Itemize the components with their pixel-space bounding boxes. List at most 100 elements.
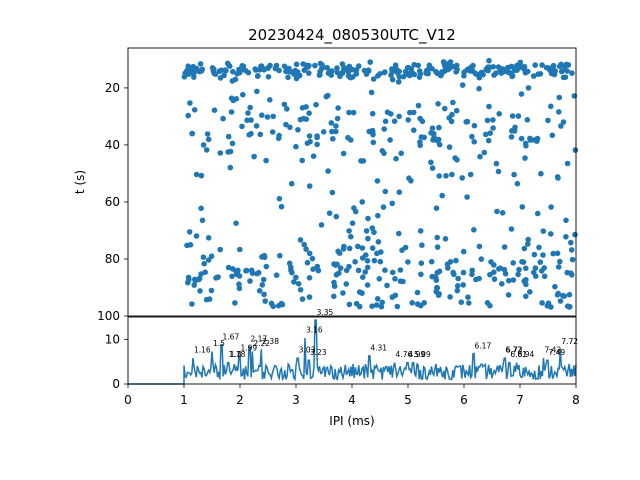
scatter-point xyxy=(384,282,390,289)
scatter-point xyxy=(467,171,474,178)
scatter-point xyxy=(225,133,232,140)
scatter-point xyxy=(211,107,218,113)
scatter-point xyxy=(538,170,544,177)
scatter-point xyxy=(519,204,526,210)
scatter-point xyxy=(374,296,381,302)
scatter-point xyxy=(461,73,467,79)
scatter-point xyxy=(378,303,385,310)
scatter-point xyxy=(370,76,377,82)
scatter-point xyxy=(556,94,563,101)
scatter-point xyxy=(375,239,382,245)
scatter-point xyxy=(368,89,375,96)
scatter-point xyxy=(377,258,384,265)
scatter-point xyxy=(233,220,239,226)
scatter-point xyxy=(198,172,205,179)
scatter-point xyxy=(189,130,195,137)
scatter-point xyxy=(359,199,366,205)
scatter-point xyxy=(505,292,512,298)
scatter-point xyxy=(281,63,288,70)
scatter-point xyxy=(295,281,302,287)
scatter-point xyxy=(329,128,335,135)
scatter-point xyxy=(417,139,423,145)
scatter-point xyxy=(293,61,300,68)
scatter-point xyxy=(406,175,412,181)
scatter-point xyxy=(325,92,331,99)
scatter-point xyxy=(466,300,472,306)
scatter-point xyxy=(292,67,299,74)
scatter-point xyxy=(531,251,538,258)
scatter-point xyxy=(464,194,470,200)
scatter-point xyxy=(191,107,198,113)
scatter-point xyxy=(203,147,210,153)
scatter-point xyxy=(453,68,460,75)
scatter-point xyxy=(305,64,311,70)
scatter-point xyxy=(540,228,547,234)
scatter-point xyxy=(382,69,388,75)
scatter-point xyxy=(453,257,459,264)
scatter-point xyxy=(560,74,567,81)
scatter-point xyxy=(259,112,265,118)
scatter-point xyxy=(370,139,377,146)
scatter-point xyxy=(369,245,376,251)
scatter-point xyxy=(525,236,531,243)
scatter-point xyxy=(460,282,467,288)
scatter-point xyxy=(229,273,235,280)
scatter-point xyxy=(550,250,556,257)
peak-label: 3.23 xyxy=(310,348,327,357)
x-axis-ticks: 0 1 2 3 4 5 6 7 8 xyxy=(124,384,580,407)
scatter-point xyxy=(337,265,344,271)
scatter-point xyxy=(469,267,476,274)
scatter-point xyxy=(568,247,575,253)
scatter-point xyxy=(380,204,387,210)
scatter-point xyxy=(229,78,236,84)
scatter-point xyxy=(483,131,489,138)
scatter-point xyxy=(552,283,558,290)
scatter-point xyxy=(454,157,460,163)
scatter-point xyxy=(364,258,371,264)
peak-label: 6.73 xyxy=(506,346,523,355)
scatter-point xyxy=(364,282,371,288)
scatter-point xyxy=(343,281,350,287)
histogram-plot-frame xyxy=(127,316,577,385)
scatter-point xyxy=(349,220,356,226)
scatter-point xyxy=(381,150,387,157)
scatter-point xyxy=(297,287,304,293)
scatter-point xyxy=(261,291,267,298)
scatter-point xyxy=(334,115,341,122)
scatter-point xyxy=(236,281,242,288)
scatter-point xyxy=(239,123,245,130)
scatter-point xyxy=(538,268,545,274)
scatter-point xyxy=(384,109,391,115)
scatter-point xyxy=(376,276,383,282)
scatter-point xyxy=(511,171,517,178)
scatter-point xyxy=(429,125,436,131)
scatter-point xyxy=(365,215,371,222)
scatter-point xyxy=(556,109,562,115)
scatter-point xyxy=(387,137,393,143)
peak-label: 1.8 xyxy=(230,350,242,359)
scatter-point xyxy=(510,277,517,283)
scatter-point xyxy=(490,117,496,123)
scatter-point xyxy=(486,103,492,110)
scatter-point xyxy=(369,303,375,310)
scatter-point xyxy=(563,217,569,224)
scatter-point xyxy=(306,70,312,76)
scatter-point xyxy=(447,294,453,300)
scatter-point xyxy=(460,248,467,255)
scatter-point xyxy=(434,244,441,250)
scatter-point xyxy=(572,147,579,153)
scatter-point xyxy=(485,67,491,74)
peak-label: 6.94 xyxy=(518,350,535,359)
scatter-point xyxy=(293,274,299,281)
scatter-point xyxy=(259,282,266,288)
scatter-point xyxy=(485,137,492,144)
x-tick-label: 7 xyxy=(516,393,524,407)
y-tick-label: 80 xyxy=(105,252,120,266)
scatter-point xyxy=(548,70,555,77)
scatter-point xyxy=(515,271,521,278)
scatter-point xyxy=(191,70,197,76)
scatter-point xyxy=(518,91,525,97)
scatter-point xyxy=(265,74,272,80)
scatter-point xyxy=(312,62,318,69)
scatter-point xyxy=(378,249,384,255)
